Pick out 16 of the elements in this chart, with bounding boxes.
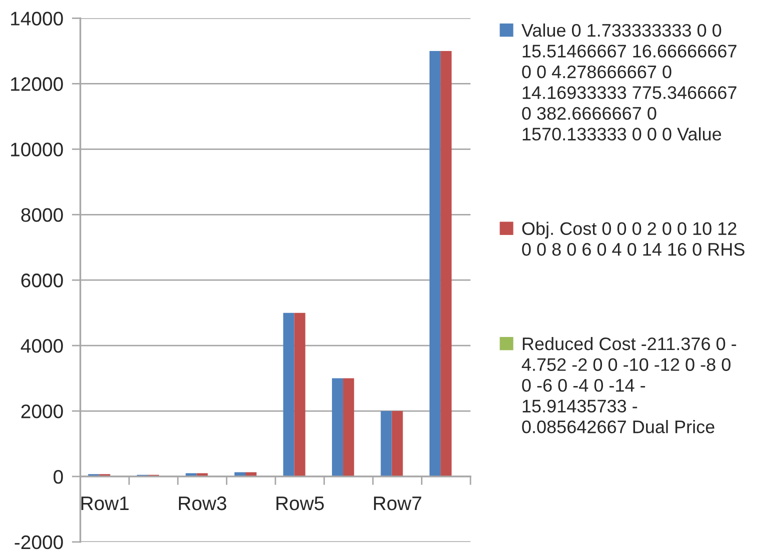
y-tick-label: 10000 [11,142,63,156]
x-tick-label: Row7 [374,496,422,510]
legend-label: Reduced Cost -211.376 0 - 4.752 -2 0 0 -10 -12 0 -8 0 0 -6 0 -4 0 -14 - 15.91435733 - 0.085642667 Dual Price [522,336,736,434]
legend-label: Obj. Cost 0 0 0 2 0 0 10 12 0 0 8 0 6 0 4 0 14 16 0 RHS [522,222,744,256]
x-tick-label: Row1 [81,496,129,510]
y-tick-label: 8000 [21,208,63,222]
x-tick-label: Row3 [178,496,226,510]
x-tick-label: Row5 [276,496,324,510]
y-tick-label: 14000 [11,12,63,26]
y-tick-label: 6000 [21,274,63,288]
y-tick-label: 0 [54,470,63,484]
y-tick-label: 4000 [20,339,63,353]
legend-label: Value 0 1.733333333 0 0 15.51466667 16.66666667 0 0 4.278666667 0 14.16933333 775.3466667 0 382.6666667 0 1570.133333 0 0 0 Value [521,23,736,141]
y-tick-label: -2000 [14,535,63,550]
y-tick-label: 12000 [11,77,63,91]
y-tick-label: 2000 [21,404,63,418]
